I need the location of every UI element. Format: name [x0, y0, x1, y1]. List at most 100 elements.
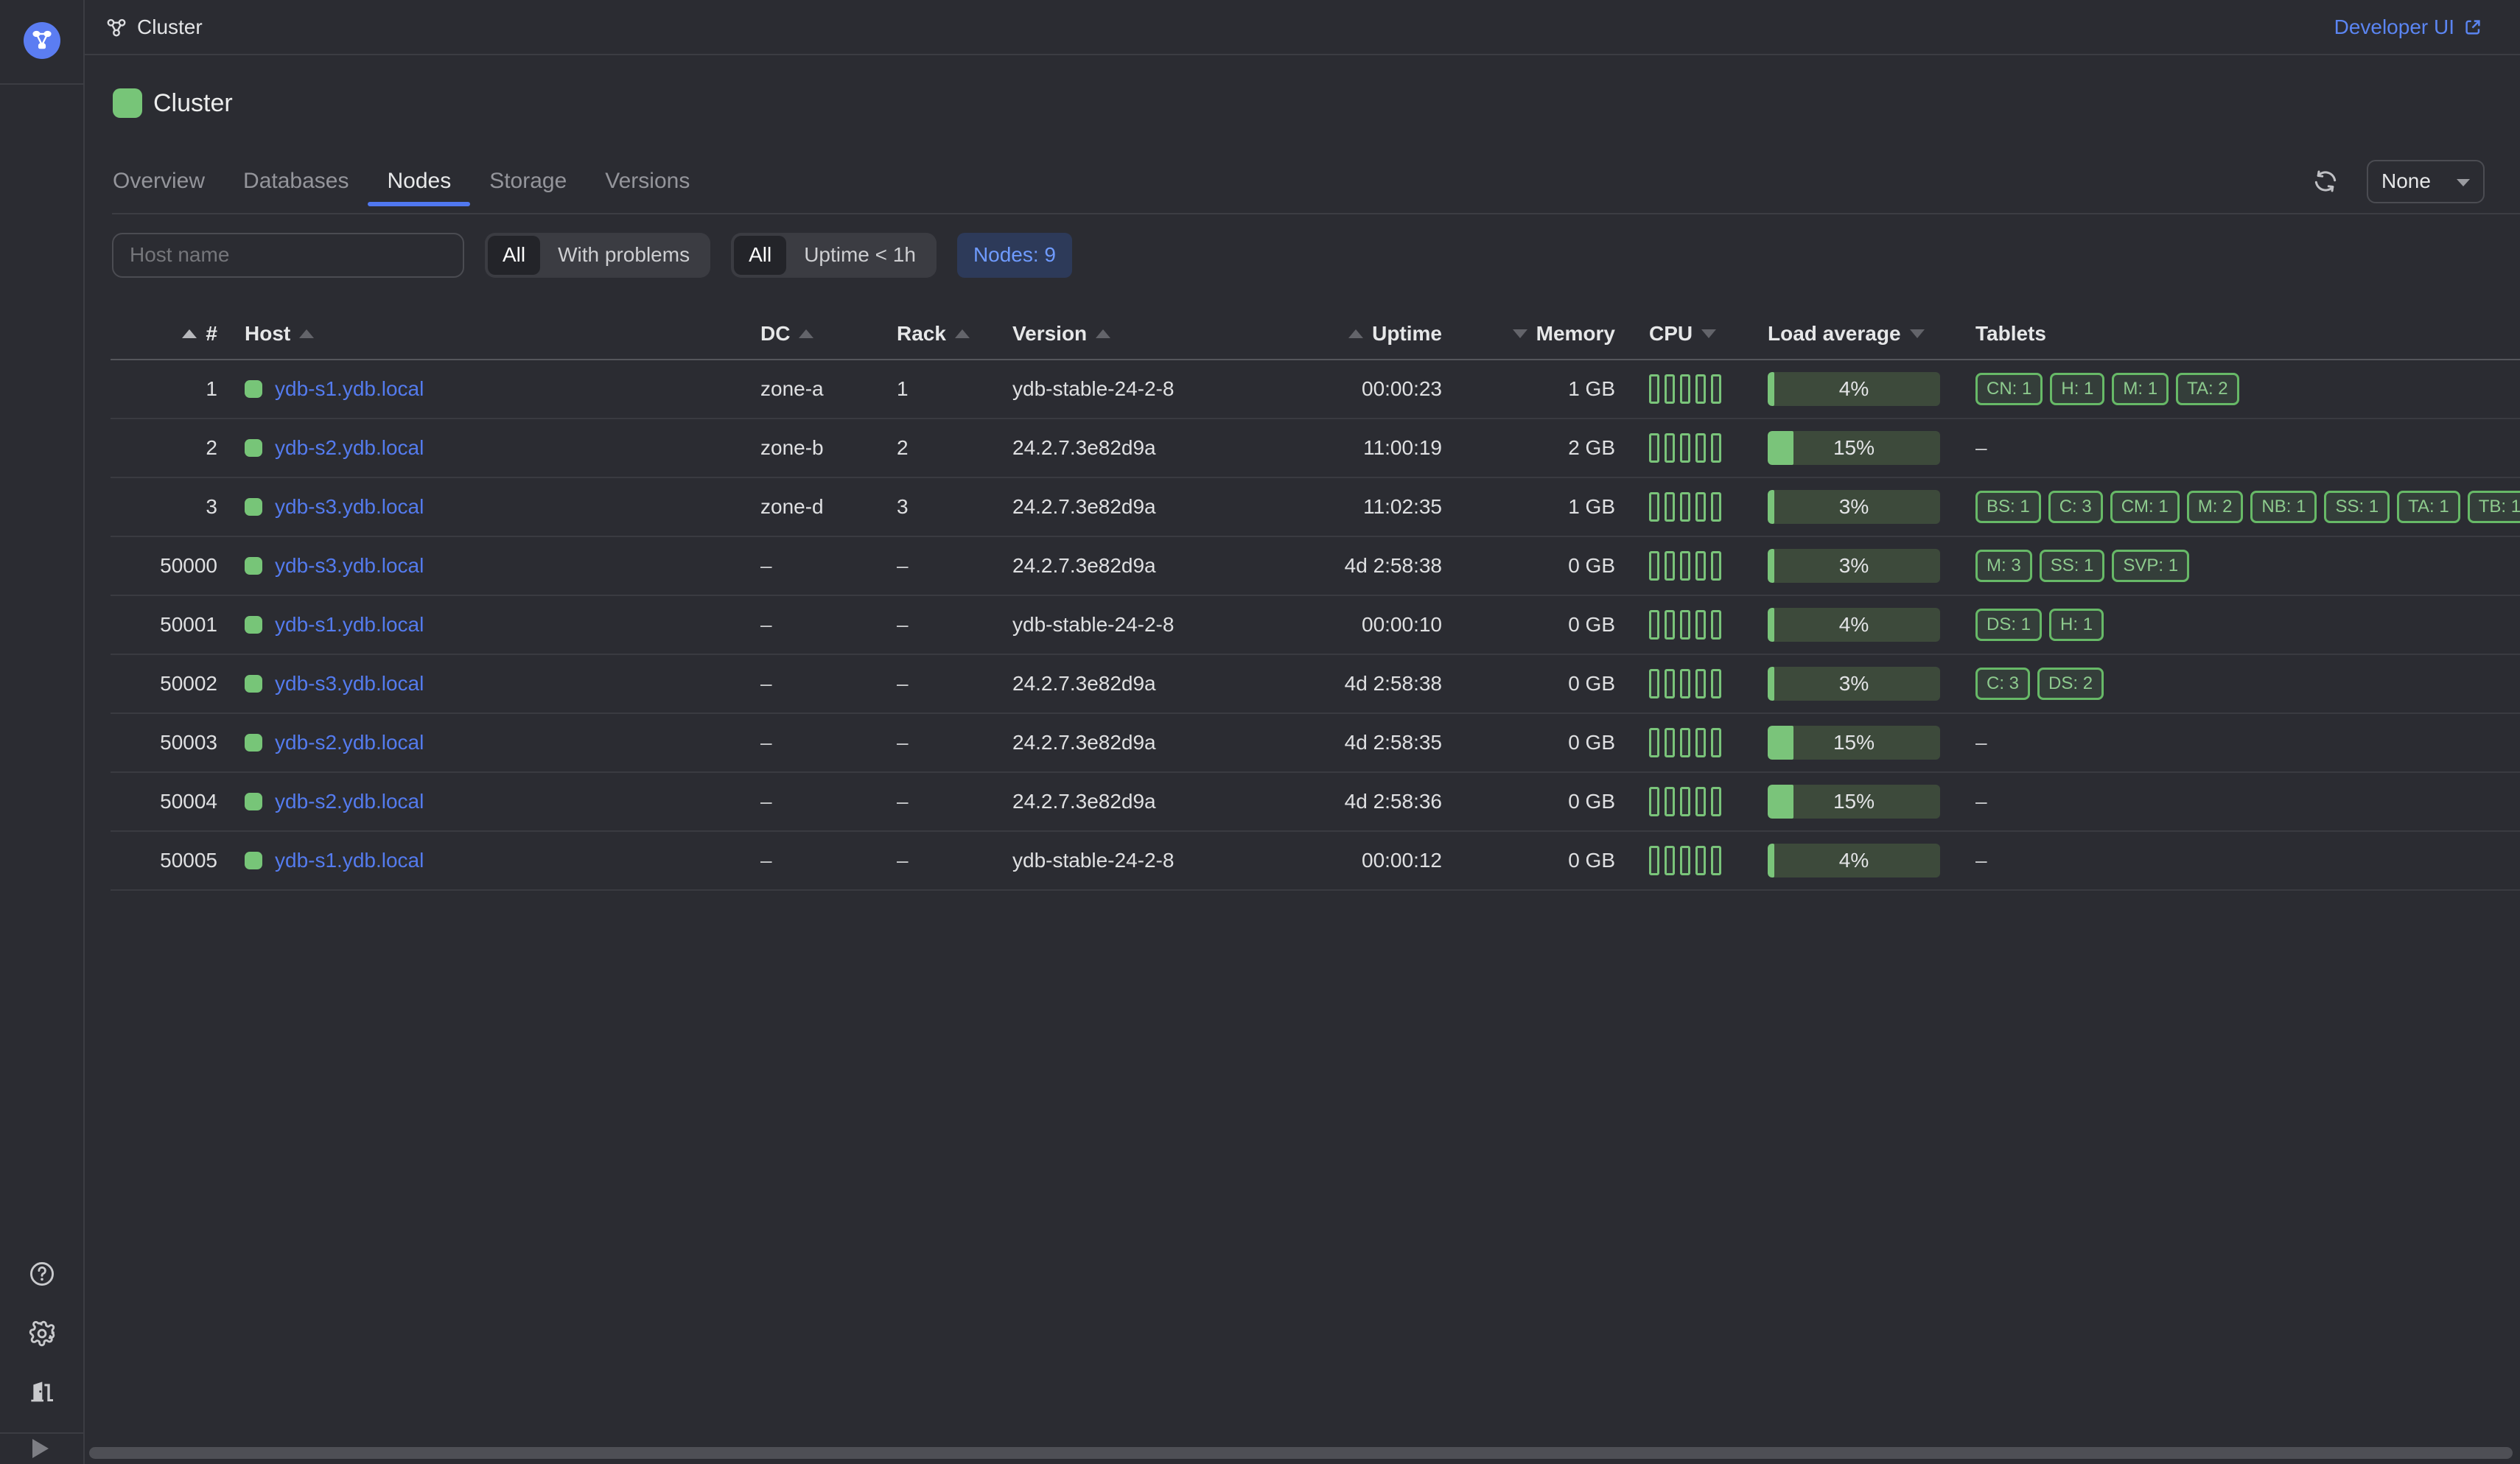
problems-filter-option[interactable]: All [488, 235, 541, 275]
tablet-badge[interactable]: DS: 2 [2037, 668, 2104, 700]
memory-cell: 2 GB [1568, 436, 1615, 459]
version-cell: 24.2.7.3e82d9a [1012, 436, 1156, 459]
column-header-version[interactable]: Version [1012, 322, 1341, 346]
tablet-badge[interactable]: SVP: 1 [2112, 550, 2190, 582]
problems-filter-option[interactable]: With problems [558, 243, 690, 266]
cpu-core-bar [1711, 374, 1721, 404]
tablets-cell: – [1940, 790, 2520, 813]
host-link[interactable]: ydb-s1.ydb.local [275, 849, 424, 872]
column-header-dc[interactable]: DC [760, 322, 897, 346]
developer-ui-link[interactable]: Developer UI [2334, 15, 2483, 39]
uptime-filter-option[interactable]: Uptime < 1h [804, 243, 916, 266]
tablet-badge[interactable]: TA: 2 [2176, 373, 2239, 405]
column-header--[interactable]: # [111, 322, 217, 346]
uptime-filter-option[interactable]: All [734, 235, 787, 275]
cpu-core-bar [1649, 433, 1659, 463]
host-link[interactable]: ydb-s2.ydb.local [275, 790, 424, 813]
external-link-icon [2465, 19, 2480, 35]
cpu-cell [1615, 787, 1768, 816]
cpu-core-bar [1649, 846, 1659, 875]
horizontal-scrollbar[interactable] [89, 1447, 2513, 1459]
nodes-count-chip[interactable]: Nodes: 9 [956, 232, 1073, 278]
tablet-badge[interactable]: TA: 1 [2397, 491, 2460, 523]
host-link[interactable]: ydb-s2.ydb.local [275, 436, 424, 459]
cpu-core-bar [1665, 728, 1675, 757]
version-cell: 24.2.7.3e82d9a [1012, 731, 1156, 754]
load-average-value: 4% [1838, 377, 1869, 400]
host-link[interactable]: ydb-s3.ydb.local [275, 495, 424, 518]
ydb-logo-icon[interactable] [24, 22, 60, 59]
tablet-badge[interactable]: C: 3 [2048, 491, 2103, 523]
refresh-button[interactable] [2309, 165, 2342, 197]
tablet-badge[interactable]: H: 1 [2050, 373, 2105, 405]
column-header-rack[interactable]: Rack [897, 322, 1012, 346]
cluster-status-badge [113, 88, 142, 118]
column-header-load-average[interactable]: Load average [1768, 322, 1940, 346]
tablet-badge[interactable]: BS: 1 [1975, 491, 2041, 523]
tablet-badge[interactable]: NB: 1 [2250, 491, 2317, 523]
host-link[interactable]: ydb-s2.ydb.local [275, 731, 424, 754]
column-label: Host [245, 321, 291, 345]
tablet-badge[interactable]: SS: 1 [2324, 491, 2390, 523]
load-average-value: 15% [1833, 790, 1875, 813]
tabs-divider [112, 213, 2520, 214]
tablet-badge[interactable]: TB: 1 [2467, 491, 2520, 523]
tab-versions[interactable]: Versions [605, 169, 690, 193]
tablet-badge[interactable]: C: 3 [1975, 668, 2031, 700]
host-link[interactable]: ydb-s3.ydb.local [275, 554, 424, 577]
column-header-tablets[interactable]: Tablets [1940, 322, 2520, 346]
tab-storage[interactable]: Storage [489, 169, 567, 193]
load-average-cell: 4% [1768, 372, 1940, 406]
column-header-cpu[interactable]: CPU [1615, 322, 1768, 346]
column-header-host[interactable]: Host [217, 322, 760, 346]
expand-icon[interactable] [32, 1439, 49, 1458]
node-id-cell: 50002 [160, 672, 217, 695]
memory-cell: 0 GB [1568, 554, 1615, 577]
tablet-badge[interactable]: M: 3 [1975, 550, 2032, 582]
column-header-uptime[interactable]: Uptime [1341, 322, 1442, 346]
tab-nodes[interactable]: Nodes [368, 161, 470, 206]
table-row: 50001 ydb-s1.ydb.local – – ydb-stable-24-2-8… [111, 596, 2520, 655]
column-label: Rack [897, 321, 946, 345]
node-status-badge [245, 734, 262, 752]
host-link[interactable]: ydb-s1.ydb.local [275, 613, 424, 636]
tab-databases[interactable]: Databases [243, 169, 349, 193]
cpu-core-bar [1649, 669, 1659, 698]
rack-cell: 2 [897, 436, 909, 459]
tablet-badge[interactable]: M: 1 [2112, 373, 2169, 405]
cpu-core-bar [1711, 669, 1721, 698]
table-header-row: # Host DC Rack Version Uptime Memory CPU Load av… [111, 308, 2520, 360]
cpu-core-bar [1711, 610, 1721, 640]
uptime-cell: 00:00:23 [1362, 377, 1442, 400]
help-icon[interactable] [27, 1259, 57, 1289]
load-average-cell: 3% [1768, 549, 1940, 583]
tablets-cell: – [1940, 731, 2520, 754]
tablet-badge[interactable]: CN: 1 [1975, 373, 2043, 405]
load-average-value: 3% [1838, 672, 1869, 695]
cpu-core-bar [1680, 374, 1690, 404]
tab-overview[interactable]: Overview [113, 169, 206, 193]
tablet-badge[interactable]: M: 2 [2186, 491, 2244, 523]
cpu-core-bar [1649, 492, 1659, 522]
host-link[interactable]: ydb-s3.ydb.local [275, 672, 424, 695]
column-header-memory[interactable]: Memory [1442, 322, 1615, 346]
cpu-core-bar [1680, 846, 1690, 875]
load-average-cell: 3% [1768, 490, 1940, 524]
autorefresh-select[interactable]: None [2367, 159, 2485, 203]
settings-icon[interactable] [27, 1319, 57, 1348]
tablet-badge[interactable]: DS: 1 [1975, 609, 2043, 641]
tablet-badge[interactable]: CM: 1 [2110, 491, 2180, 523]
node-status-badge [245, 675, 262, 693]
load-average-cell: 3% [1768, 667, 1940, 701]
host-name-input[interactable] [112, 232, 464, 278]
cpu-cell [1615, 433, 1768, 463]
tablet-badge[interactable]: SS: 1 [2039, 550, 2105, 582]
host-link[interactable]: ydb-s1.ydb.local [275, 377, 424, 400]
logout-icon[interactable] [27, 1376, 57, 1406]
uptime-cell: 00:00:12 [1362, 849, 1442, 872]
load-average-cell: 4% [1768, 608, 1940, 642]
uptime-cell: 11:00:19 [1363, 436, 1442, 459]
tablet-badge[interactable]: H: 1 [2049, 609, 2104, 641]
cpu-core-bar [1665, 374, 1675, 404]
breadcrumb[interactable]: Cluster [105, 15, 203, 39]
